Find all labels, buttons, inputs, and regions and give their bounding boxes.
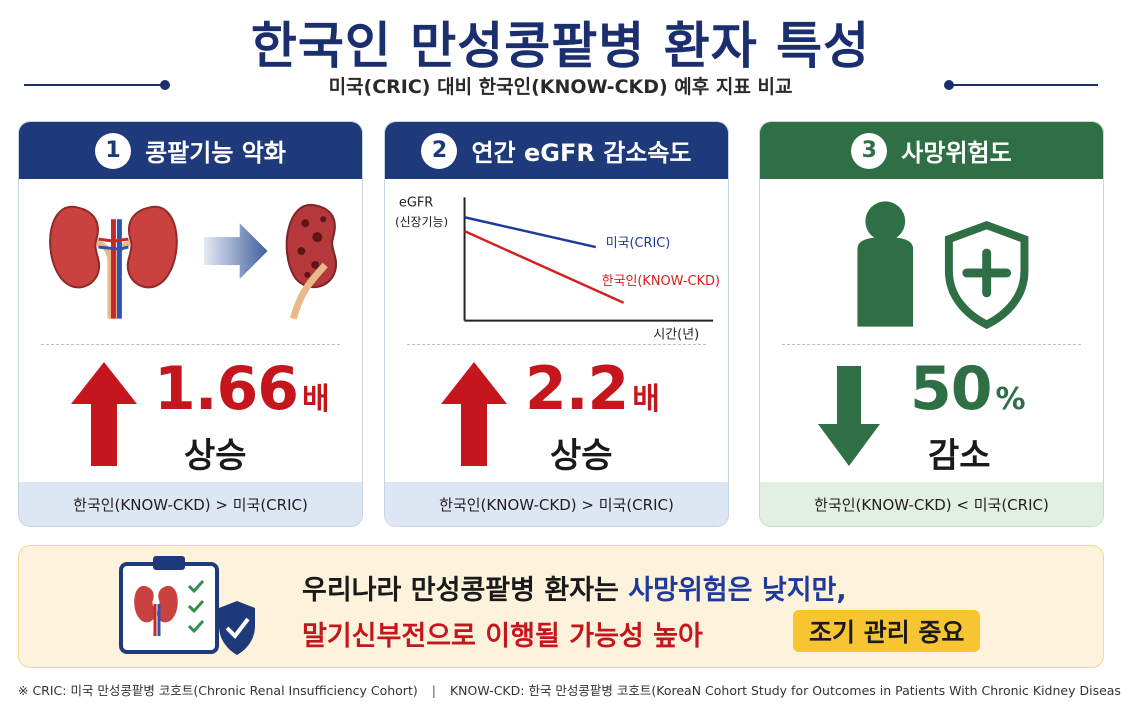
person-shield-icon <box>857 201 1029 330</box>
stat-value: 1.66 배 <box>154 354 330 424</box>
stat-value: 50% <box>910 354 1026 424</box>
card-kidney-function: 1 콩팥기능 악화 1.66 배 상승 <box>18 121 363 527</box>
kidney-illustration <box>49 204 338 320</box>
arrow-up-icon <box>441 362 507 466</box>
comparison-note: 한국인(KNOW-CKD) > 미국(CRIC) <box>19 482 362 526</box>
banner-message-line2: 말기신부전으로 이행될 가능성 높아 <box>302 621 703 652</box>
key-message-banner: 우리나라 만성콩팥병 환자는 사망위험은 낮지만, 말기신부전으로 이행될 가능… <box>18 545 1104 668</box>
divider <box>782 344 1081 345</box>
card-number: 3 <box>851 132 888 169</box>
stat-block: 1.66 배 상승 <box>19 354 362 484</box>
card-header: 2 연간 eGFR 감소속도 <box>385 122 728 179</box>
divider-right <box>944 80 1098 90</box>
divider <box>41 344 340 345</box>
card-number: 1 <box>95 132 132 169</box>
comparison-note: 한국인(KNOW-CKD) > 미국(CRIC) <box>385 482 728 526</box>
divider-left <box>24 80 170 90</box>
arrow-up-icon <box>71 362 137 466</box>
arrow-right-icon <box>203 223 268 279</box>
page-subtitle: 미국(CRIC) 대비 한국인(KNOW-CKD) 예후 지표 비교 <box>328 76 793 98</box>
arrow-down-icon <box>818 366 880 466</box>
banner-message-line1: 우리나라 만성콩팥병 환자는 사망위험은 낮지만, <box>302 575 847 606</box>
clipboard-checklist-icon <box>119 556 255 655</box>
series-label-cric: 미국(CRIC) <box>606 236 671 251</box>
card-heading: 연간 eGFR 감소속도 <box>471 139 692 167</box>
card-egfr-decline: 2 연간 eGFR 감소속도 eGFR (신장기능) 미국(CRIC) 한국인(… <box>384 121 729 527</box>
card-heading: 사망위험도 <box>901 139 1012 167</box>
series-line-cric <box>464 216 597 249</box>
stat-change-label: 감소 <box>928 436 991 476</box>
damaged-kidney-icon <box>285 204 338 320</box>
subtitle-row: 미국(CRIC) 대비 한국인(KNOW-CKD) 예후 지표 비교 <box>0 72 1121 98</box>
card-header: 1 콩팥기능 악화 <box>19 122 362 179</box>
early-management-badge: 조기 관리 중요 <box>793 610 981 652</box>
stat-change-label: 상승 <box>184 436 247 476</box>
healthy-kidney-icon <box>49 205 178 319</box>
graph-y-label-sub: (신장기능) <box>395 215 448 229</box>
kidney-icon <box>134 585 178 636</box>
divider <box>407 344 706 345</box>
card-mortality-risk: 3 사망위험도 50% 감소 한국인(KNOW-CKD) < 미국(CRIC) <box>759 121 1104 527</box>
graph-x-label: 시간(년) <box>653 328 699 342</box>
card-header: 3 사망위험도 <box>760 122 1103 179</box>
comparison-note: 한국인(KNOW-CKD) < 미국(CRIC) <box>760 482 1103 526</box>
stat-value: 2.2 배 <box>525 354 660 424</box>
card-number: 2 <box>421 132 458 169</box>
stat-block: 50% 감소 <box>760 354 1103 484</box>
card-heading: 콩팥기능 악화 <box>145 139 286 167</box>
series-label-know-ckd: 한국인(KNOW-CKD) <box>602 274 720 289</box>
footnote: ※ CRIC: 미국 만성콩팥병 코호트(Chronic Renal Insuf… <box>18 683 1121 698</box>
series-line-know-ckd <box>464 230 625 304</box>
shield-check-icon <box>219 601 255 655</box>
stat-block: 2.2 배 상승 <box>385 354 728 484</box>
page-title: 한국인 만성콩팥병 환자 특성 <box>250 17 871 75</box>
egfr-trend-graph: eGFR (신장기능) 미국(CRIC) 한국인(KNOW-CKD) 시간(년) <box>395 195 720 342</box>
stat-change-label: 상승 <box>550 436 613 476</box>
graph-y-label: eGFR <box>399 195 433 210</box>
